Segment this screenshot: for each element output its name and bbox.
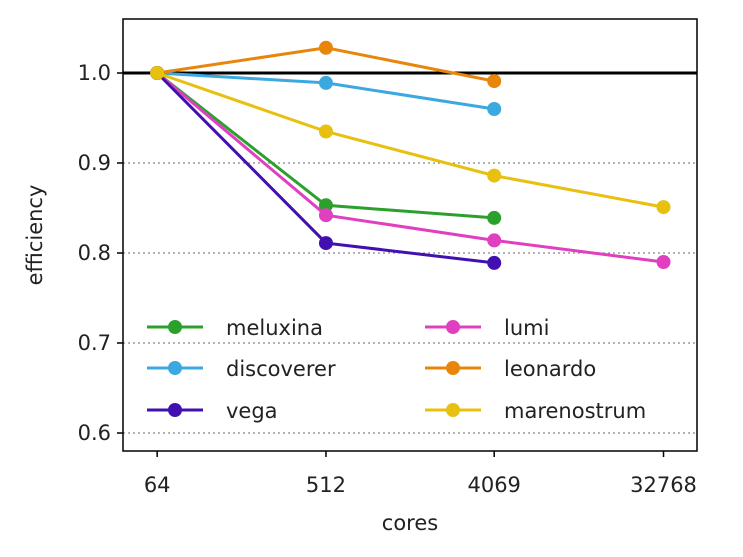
legend-marker <box>168 403 182 417</box>
legend-label: meluxina <box>226 316 323 340</box>
legend-item-lumi: lumi <box>425 316 549 340</box>
series-group <box>150 40 671 270</box>
x-tick-label: 32768 <box>630 473 697 497</box>
data-point <box>318 198 333 213</box>
data-point <box>656 200 671 215</box>
plot-frame <box>122 18 698 452</box>
legend-marker <box>168 320 182 334</box>
data-point <box>487 210 502 225</box>
series-line <box>156 71 664 264</box>
legend-marker <box>446 361 460 375</box>
legend-label: leonardo <box>504 357 596 381</box>
data-point <box>487 255 502 270</box>
x-axis: 64 512 4069 32768 <box>144 451 697 497</box>
legend: meluxina lumi discoverer leonardo vega mareno… <box>147 316 646 423</box>
series-line <box>156 71 664 209</box>
legend-item-vega: vega <box>147 399 278 423</box>
data-point <box>318 236 333 251</box>
legend-item-marenostrum: marenostrum <box>425 399 646 423</box>
x-tick-label: 512 <box>306 473 346 497</box>
x-tick-label: 64 <box>144 473 171 497</box>
y-tick-label: 0.8 <box>78 241 111 265</box>
data-point <box>487 74 502 89</box>
data-point <box>487 168 502 183</box>
legend-item-meluxina: meluxina <box>147 316 323 340</box>
legend-label: marenostrum <box>504 399 646 423</box>
x-axis-label: cores <box>382 511 438 535</box>
legend-item-discoverer: discoverer <box>147 357 336 381</box>
y-axis-label: efficiency <box>23 185 47 286</box>
data-point <box>318 208 333 223</box>
y-tick-label: 0.6 <box>78 421 111 445</box>
legend-marker <box>168 361 182 375</box>
y-axis: 0.6 0.7 0.8 0.9 1.0 <box>78 61 123 445</box>
legend-marker <box>446 403 460 417</box>
legend-label: vega <box>226 399 278 423</box>
data-point <box>150 66 165 80</box>
y-tick-label: 1.0 <box>78 61 111 85</box>
series-vega <box>150 66 502 270</box>
data-point <box>656 255 671 269</box>
y-tick-label: 0.7 <box>78 331 111 355</box>
legend-marker <box>446 320 460 334</box>
legend-label: discoverer <box>226 357 336 381</box>
x-tick-label: 4069 <box>467 473 520 497</box>
grid-lines <box>123 162 697 434</box>
legend-item-leonardo: leonardo <box>425 357 596 381</box>
series-discoverer <box>150 66 502 116</box>
series-marenostrum <box>150 66 671 215</box>
data-point <box>318 75 333 90</box>
data-point <box>487 102 502 116</box>
legend-label: lumi <box>504 316 549 340</box>
series-line <box>156 71 495 220</box>
data-point <box>318 124 333 139</box>
y-tick-label: 0.9 <box>78 151 111 175</box>
data-point <box>318 40 333 55</box>
data-point <box>487 233 502 248</box>
